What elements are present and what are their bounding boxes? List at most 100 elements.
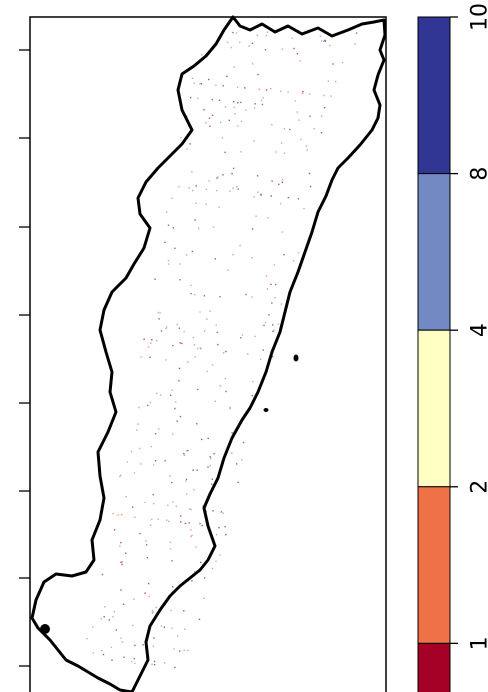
speckle [192,336,195,339]
speckle [209,125,211,127]
speckle [247,353,249,355]
speckle [103,616,105,618]
speckle [171,560,173,562]
speckle [237,188,239,190]
speckle [191,250,194,253]
speckle [136,429,138,431]
speckle [180,521,182,523]
speckle [155,606,157,609]
speckle [226,41,229,43]
speckle [259,358,262,360]
speckle [180,137,182,139]
speckle [170,394,172,396]
speckle [216,189,218,192]
speckle [236,86,239,88]
speckle [149,401,152,404]
speckle [277,323,279,325]
speckle [241,334,244,336]
speckle [308,93,311,95]
speckle [239,244,241,247]
speckle [176,323,178,326]
speckle [172,501,174,503]
speckle [251,257,253,259]
speckle [151,518,153,521]
speckle [187,361,189,363]
speckle [134,516,136,518]
speckle [306,149,308,151]
speckle [231,432,233,434]
speckle [244,87,246,89]
speckle [212,510,214,512]
legend-tick-label: 2 [468,480,488,494]
speckle [232,167,235,170]
speckle [260,99,263,102]
speckle [239,41,241,44]
speckle [149,524,152,526]
speckle [179,650,181,652]
legend-tick-label: 1 [468,636,488,650]
speckle [133,598,135,600]
speckle [160,394,162,396]
speckle [171,481,173,484]
speckle [229,190,231,192]
speckle [241,459,243,461]
speckle [121,641,124,643]
speckle [231,452,233,454]
speckle [266,288,269,290]
speckle [233,101,235,103]
speckle [176,420,178,422]
speckle [232,254,234,256]
speckle [165,326,168,328]
speckle [216,177,218,179]
speckle [211,483,213,485]
speckle [217,343,219,346]
speckle [355,32,358,34]
speckle [218,206,220,209]
speckle [120,474,122,477]
legend-bin [417,329,451,488]
speckle [215,324,217,326]
island [40,624,50,634]
speckle [219,554,221,556]
speckle [210,457,212,459]
speckle [181,342,183,345]
speckle [157,311,159,314]
speckle [193,82,195,84]
speckle [152,645,155,647]
speckle [253,140,255,142]
speckle [152,502,155,505]
speckle [208,78,210,81]
speckle [206,370,208,373]
speckle [200,348,202,350]
speckle [154,278,156,280]
speckle [152,611,154,613]
speckle [297,198,300,200]
speckle [156,340,158,342]
speckle [213,453,215,455]
speckle [237,481,239,484]
speckle [150,342,152,344]
speckle [167,504,169,506]
speckle [287,91,289,93]
speckle [236,186,238,188]
speckle [153,663,156,666]
speckle [245,293,247,296]
speckle [240,120,243,122]
speckle [209,456,211,458]
speckle [230,46,232,49]
speckle [217,176,219,178]
speckle [224,106,227,108]
speckle [187,649,189,652]
speckle [172,433,174,435]
speckle [191,171,193,173]
speckle [179,342,181,344]
speckle [211,478,213,480]
speckle [332,63,334,65]
speckle [190,508,192,511]
speckle [341,62,344,64]
speckle [117,514,119,516]
speckle [112,616,114,618]
speckle [303,207,305,210]
speckle [271,180,273,182]
speckle [191,77,194,79]
